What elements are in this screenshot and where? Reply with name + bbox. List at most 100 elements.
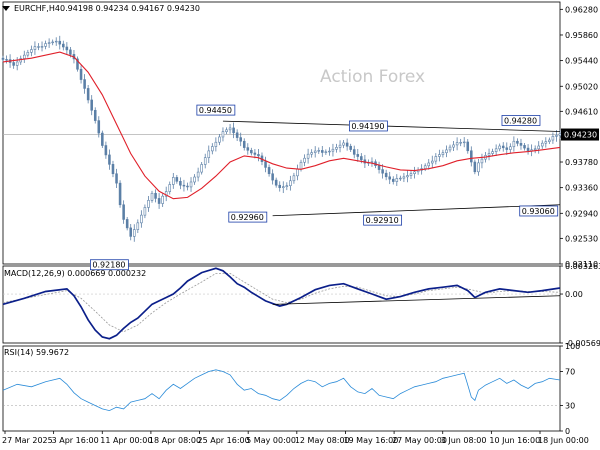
candle-body [23,54,26,59]
candle-body [321,150,324,153]
price-label-box [90,259,129,271]
rsi-y-tick-label: 70 [565,368,575,377]
price-y-tick-label: 0.95440 [565,57,598,66]
candle-body [193,176,196,183]
candle-body [342,142,345,146]
x-tick-label: 25 Apr 16:00 [198,436,250,445]
candle-body [253,152,257,155]
candle-body [235,132,239,138]
candle-body [544,141,548,144]
candle-body [161,195,164,204]
candle-body [548,139,551,142]
macd-header: MACD(12,26,9) 0.000669 0.000232 [4,269,146,278]
x-tick-label: 18 Apr 08:00 [149,436,201,445]
x-tick-label: 27 May 00:00 [392,436,447,445]
candle-body [452,144,455,148]
candle-body [175,177,179,182]
candle-body [271,173,274,181]
candle-body [285,185,289,187]
macd-signal-line [2,273,561,333]
panel-collapse-icon[interactable] [2,6,10,11]
candle-body [90,99,93,111]
candle-body [30,49,33,53]
candle-body [12,62,15,66]
x-tick-label: 12 May 08:00 [295,436,350,445]
candle-body [349,145,352,150]
x-tick-label: 5 May 00:00 [246,436,296,445]
candle-body [125,219,129,229]
candle-body [501,145,505,149]
candle-body [466,141,470,152]
price-label-box [501,115,541,126]
candle-body [487,153,491,156]
candle-body [370,161,374,163]
price-y-tick-label: 0.96280 [565,5,598,14]
candle-body [218,136,221,143]
price-y-tick-label: 0.93360 [565,184,598,193]
candle-body [431,160,434,164]
candle-body [540,142,544,147]
candle-body [267,167,271,175]
watermark: Action Forex [320,67,425,87]
candle-body [473,161,477,173]
candle-body [143,207,147,216]
x-tick-label: 3 Jun 08:00 [441,436,487,445]
price-label: 0.94450 [199,106,232,115]
candle-body [83,79,86,89]
candle-body [5,59,8,61]
candle-body [122,204,125,220]
rsi-panel: RSI(14) 59.9672 [2,348,561,412]
candle-body [480,158,484,164]
y-axis-labels: 0.962800.958600.954400.950200.946100.941… [560,5,600,436]
candle-body [179,181,182,186]
candle-body [395,178,399,182]
price-label-box [196,104,236,116]
macd-line [2,267,561,340]
candle-body [551,136,555,141]
candle-body [140,214,143,224]
candle-body [391,178,395,182]
candle-body [462,141,466,144]
candle-body [313,150,317,153]
candle-body [423,165,427,169]
candle-body [136,222,140,230]
candle-body [65,46,69,51]
price-label-box [519,205,559,217]
candle-body [157,198,161,204]
panel-frame-rsi [2,345,561,432]
candle-body [409,173,413,176]
macd-y-tick-label: 0.00 [565,290,583,299]
candle-body [51,41,54,44]
candle-body [512,140,516,148]
price-y-tick-label: 0.95020 [565,82,598,91]
candle-body [345,142,349,147]
candle-body [214,141,218,147]
price-label-box [349,120,388,132]
candle-body [278,184,282,188]
rsi-line [2,369,561,412]
price-label: 0.94280 [504,116,537,125]
candle-body [324,151,328,153]
x-tick-label: 19 May 16:00 [343,436,398,445]
candle-body [239,137,242,142]
price-label-box [228,211,268,223]
candle-body [434,156,438,162]
candle-body [505,147,509,150]
candle-body [296,168,299,177]
candle-body [331,148,335,152]
price-y-tick-label: 0.92110 [565,260,598,269]
candle-body [498,145,501,150]
candle-body [54,40,58,43]
candle-body [101,132,104,146]
x-tick-label: 3 Apr 16:00 [52,436,99,445]
price-label-box [363,214,403,226]
candle-body [317,150,321,152]
candle-body [147,200,150,208]
candle-body [207,150,211,158]
candle-body [441,152,445,155]
rsi-y-tick-label: 30 [565,402,575,411]
price-label: 0.92910 [366,216,399,225]
candle-body [40,46,44,48]
